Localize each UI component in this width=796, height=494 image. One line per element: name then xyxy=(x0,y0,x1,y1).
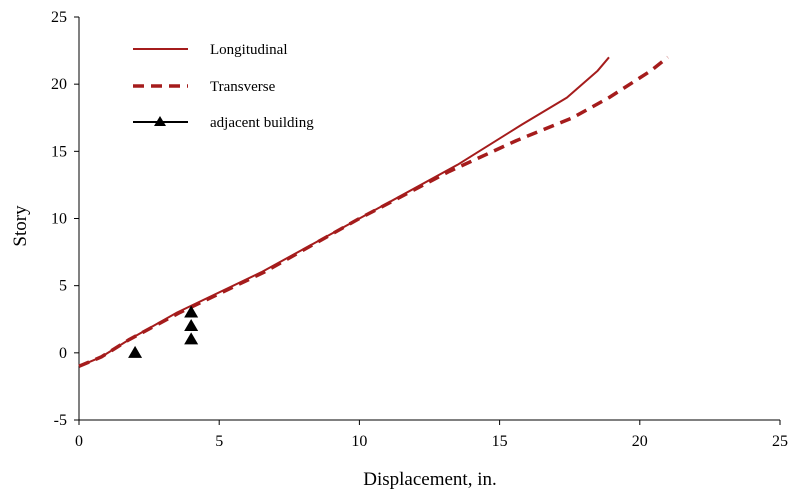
legend-swatch-adjacent-building-marker xyxy=(154,116,166,126)
series-point-adjacent-building xyxy=(184,305,199,318)
x-tick-label: 20 xyxy=(632,433,648,450)
series-point-adjacent-building xyxy=(184,318,199,331)
y-tick-label: 20 xyxy=(51,76,67,93)
series-layer xyxy=(78,55,669,368)
y-tick-label: -5 xyxy=(54,412,67,429)
x-axis-ticks: 0 5 10 15 20 25 xyxy=(75,420,788,450)
x-tick-label: 15 xyxy=(492,433,508,450)
legend-label-transverse: Transverse xyxy=(210,79,276,95)
series-point-adjacent-building xyxy=(128,345,143,358)
series-point-adjacent-building xyxy=(184,332,199,345)
x-tick-label: 0 xyxy=(75,433,83,450)
x-tick-label: 5 xyxy=(215,433,223,450)
legend: Longitudinal Transverse adjacent buildin… xyxy=(133,42,314,131)
y-tick-label: 5 xyxy=(59,278,67,295)
y-tick-label: 25 xyxy=(51,9,67,26)
y-tick-label: 10 xyxy=(51,211,67,228)
legend-label-longitudinal: Longitudinal xyxy=(210,42,288,58)
y-axis-title: Story xyxy=(10,205,31,247)
x-tick-label: 10 xyxy=(351,433,367,450)
y-axis-ticks: -5 0 5 10 15 20 25 xyxy=(51,9,79,429)
y-tick-label: 0 xyxy=(59,345,67,362)
legend-label-adjacent-building: adjacent building xyxy=(210,115,314,131)
x-axis-title: Displacement, in. xyxy=(363,469,497,490)
y-tick-label: 15 xyxy=(51,143,67,160)
x-tick-label: 25 xyxy=(772,433,788,450)
series-line-transverse xyxy=(78,55,669,368)
